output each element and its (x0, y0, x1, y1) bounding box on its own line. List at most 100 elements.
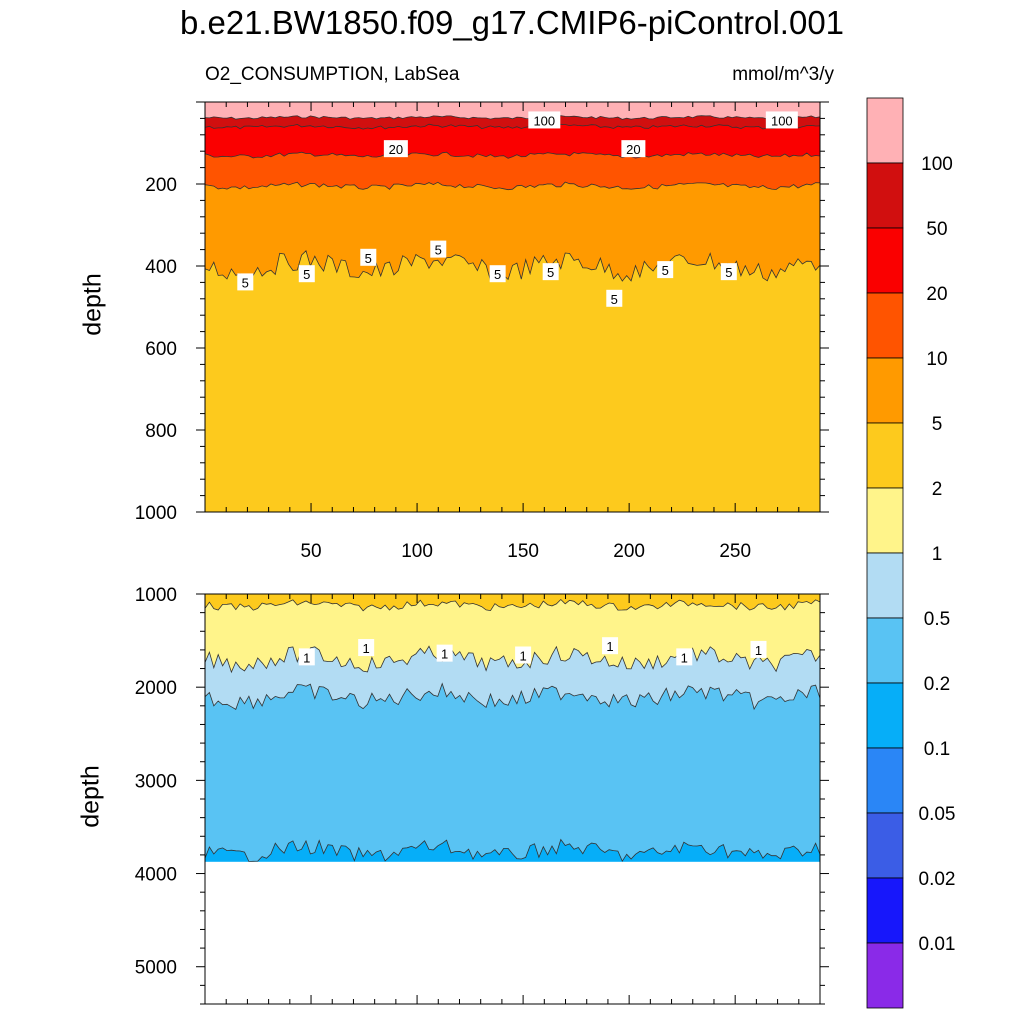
plot-frame (204, 101, 821, 513)
contour-label-box (237, 273, 254, 291)
colorbar-label: 2 (932, 479, 943, 500)
contour-line (204, 123, 821, 130)
contour-band (205, 152, 820, 190)
contour-label-box (528, 111, 561, 129)
contour-band (205, 594, 820, 611)
contour-label: 1 (755, 643, 762, 658)
x-tick-label: 200 (613, 541, 645, 562)
contour-band (205, 102, 820, 120)
contour-label-box (436, 644, 453, 662)
contour-label: 5 (547, 265, 554, 280)
contour-label: 1 (681, 650, 688, 665)
contour-label: 100 (533, 113, 555, 128)
y-tick-label: 800 (145, 421, 177, 442)
contour-label: 1 (363, 641, 370, 656)
contour-label: 5 (365, 251, 372, 266)
contour-label: 5 (494, 267, 501, 282)
contour-line (204, 250, 821, 282)
contour-band (205, 250, 820, 513)
chart-title: b.e21.BW1850.f09_g17.CMIP6-piControl.001 (179, 4, 845, 41)
y-tick-label: 400 (145, 257, 177, 278)
colorbar-swatch (866, 747, 904, 814)
colorbar-label: 0.1 (924, 739, 950, 760)
colorbar-swatch (866, 812, 904, 879)
contour-band (205, 124, 820, 159)
colorbar-swatch (866, 487, 904, 554)
y-tick-label: 1000 (135, 585, 177, 606)
contour-label: 100 (771, 113, 793, 128)
colorbar-swatch (866, 682, 904, 749)
contour-label-box (383, 140, 408, 158)
contour-label: 5 (303, 267, 310, 282)
x-tick-label: 150 (507, 541, 539, 562)
contour-label-box (676, 648, 693, 666)
contour-label-box (750, 640, 767, 658)
contour-label-box (657, 261, 674, 279)
upper-panel: 100 100 20 20 5 5 5 5 5 5 5 5 5 50 100 150 200 250 200 400 6… (135, 101, 829, 562)
colorbar-swatch (866, 877, 904, 944)
contour-label-box (542, 263, 559, 281)
contour-line (204, 598, 821, 612)
contour-label: 1 (606, 639, 613, 654)
contour-label: 1 (441, 647, 448, 662)
contour-label-box (606, 289, 623, 307)
colorbar-label: 1 (932, 544, 943, 565)
contour-band (205, 182, 820, 282)
y-tick-label: 200 (145, 175, 177, 196)
y-tick-label: 1000 (135, 503, 177, 524)
contour-label: 5 (662, 263, 669, 278)
contour-label-box (358, 639, 375, 657)
right-subtitle: mmol/m^3/y (732, 64, 834, 85)
colorbar-swatch (866, 357, 904, 424)
contour-band (205, 839, 820, 862)
contour-label-box (360, 248, 377, 266)
left-subtitle: O2_CONSUMPTION, LabSea (205, 64, 460, 85)
y-tick-label: 3000 (135, 771, 177, 792)
x-tick-label: 100 (401, 541, 433, 562)
y-tick-label: 4000 (135, 865, 177, 886)
colorbar-swatch (866, 227, 904, 294)
contour-label-box (765, 111, 798, 129)
contour-label-box (602, 637, 619, 655)
colorbar-label: 5 (932, 414, 943, 435)
y-tick-label: 600 (145, 339, 177, 360)
colorbar-swatch (866, 422, 904, 489)
contour-line (204, 181, 821, 191)
contour-line (204, 838, 821, 863)
contour-line (204, 151, 821, 159)
contour-band (205, 646, 820, 710)
contour-label-box (298, 265, 315, 283)
contour-label-box (515, 646, 532, 664)
contour-label: 1 (519, 649, 526, 664)
colorbar-label: 0.05 (919, 804, 956, 825)
contour-label: 5 (242, 275, 249, 290)
colorbar-label: 0.02 (919, 869, 956, 890)
y-tick-label: 2000 (135, 678, 177, 699)
contour-label-box (621, 140, 646, 158)
lower-panel: 1 1 1 1 1 1 1 1000 2000 3000 4000 5000 (135, 585, 829, 1005)
colorbar-label: 50 (926, 219, 947, 240)
contour-line (204, 115, 821, 120)
colorbar-label: 20 (926, 284, 947, 305)
no-data-area (205, 861, 820, 1004)
colorbar-label: 0.5 (924, 609, 950, 630)
x-tick-label: 250 (719, 541, 751, 562)
contour-band (205, 683, 820, 862)
colorbar: 100 50 20 10 5 2 1 0.5 0.2 0.1 0.05 0.02 0.01 (866, 97, 956, 1009)
colorbar-swatch (866, 942, 904, 1009)
y-tick-label: 5000 (135, 958, 177, 979)
x-tick-label: 50 (300, 541, 321, 562)
contour-label: 5 (611, 292, 618, 307)
colorbar-swatch (866, 617, 904, 684)
contour-label: 20 (626, 142, 640, 157)
colorbar-swatch (866, 97, 904, 164)
contour-label-box (430, 240, 447, 258)
contour-label-box (489, 265, 506, 283)
contour-label-box (720, 263, 737, 281)
contour-label-box (298, 648, 315, 666)
colorbar-swatch (866, 162, 904, 229)
contour-label: 1 (303, 650, 310, 665)
colorbar-label: 10 (926, 349, 947, 370)
colorbar-swatch (866, 292, 904, 359)
